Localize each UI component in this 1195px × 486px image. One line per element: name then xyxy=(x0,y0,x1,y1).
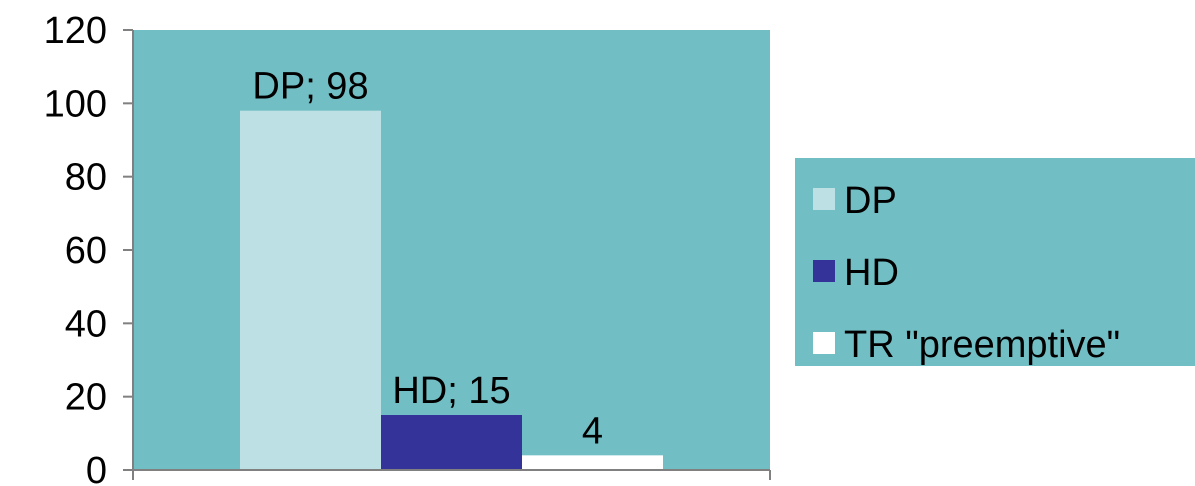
bar-tr-preemptive xyxy=(522,455,663,470)
legend-label: HD xyxy=(844,252,899,294)
y-tick-label: 100 xyxy=(44,83,107,125)
bar-hd xyxy=(381,415,522,470)
legend-swatch xyxy=(813,188,835,210)
data-label: 4 xyxy=(582,410,603,452)
bar-dp xyxy=(240,110,381,471)
y-tick-label: 40 xyxy=(65,303,107,345)
y-tick-label: 60 xyxy=(65,230,107,272)
legend-label: TR "preemptive" xyxy=(844,324,1120,366)
y-tick-label: 0 xyxy=(86,450,107,486)
y-axis-ticks xyxy=(123,29,771,480)
data-label: HD; 15 xyxy=(392,370,510,412)
y-tick-label: 80 xyxy=(65,157,107,199)
data-labels: DP; 98 HD; 15 4 xyxy=(252,66,603,453)
y-tick-label: 20 xyxy=(65,377,107,419)
data-label: DP; 98 xyxy=(252,66,368,108)
legend-swatch xyxy=(813,260,835,282)
legend-swatch xyxy=(813,332,835,354)
plot-area xyxy=(133,30,770,470)
bars xyxy=(240,110,663,471)
legend: DP HD TR "preemptive" xyxy=(795,158,1195,366)
y-tick-label: 120 xyxy=(44,10,107,52)
legend-label: DP xyxy=(844,180,897,222)
legend-items: DP HD TR "preemptive" xyxy=(813,180,1120,366)
y-axis-tick-labels: 0 20 40 60 80 100 120 xyxy=(44,10,107,486)
legend-box xyxy=(795,158,1195,366)
